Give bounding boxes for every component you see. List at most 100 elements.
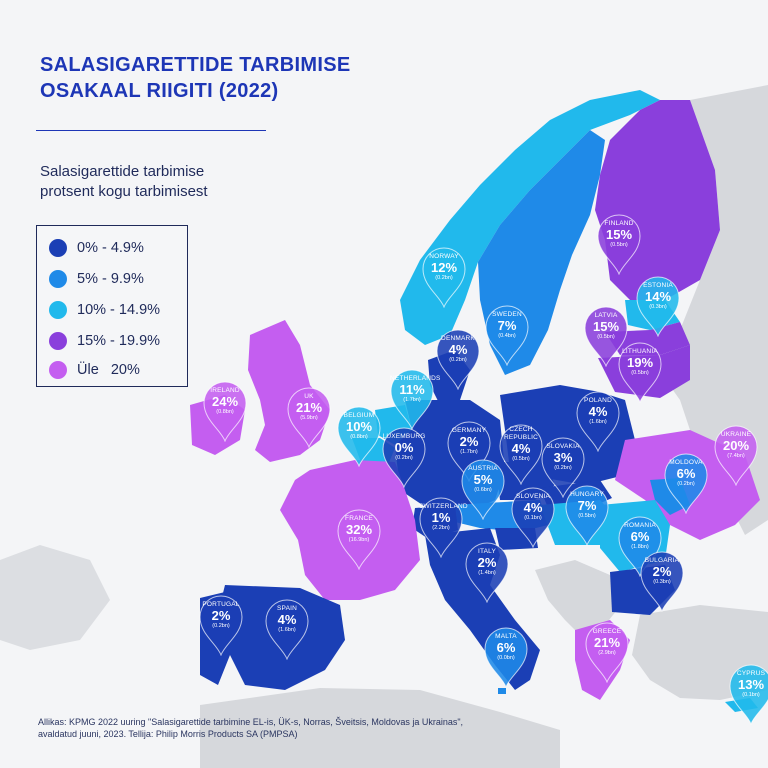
map-pin-icon: [541, 437, 585, 498]
country-value: 24%: [211, 394, 239, 409]
country-marker: IRELAND 24% (0.8bn): [202, 380, 248, 442]
country-name: FRANCE: [345, 515, 373, 522]
source-line-2: avaldatud juuni, 2023. Tellija: Philip M…: [38, 729, 298, 739]
country-volume: (16.9bn): [348, 537, 370, 543]
country-name: BELGIUM: [343, 412, 375, 419]
country-volume: (0.0bn): [497, 655, 515, 661]
country-name: SWITZERLAND: [419, 503, 468, 510]
country-value: 5%: [473, 472, 493, 487]
map-title-line-1: SALASIGARETTIDE TARBIMISE: [40, 54, 351, 76]
map-pin-icon: [382, 427, 426, 488]
country-volume: (0.6bn): [474, 487, 492, 493]
map-pin-icon: [576, 391, 620, 452]
country-volume: (0.5bn): [610, 242, 628, 248]
map-pin-icon: [618, 342, 662, 403]
country-marker: ESTONIA 14% (0.3bn): [635, 275, 681, 337]
legend-label: Üle 20%: [77, 362, 140, 378]
country-marker: ROMANIA 6% (1.8bn): [617, 515, 663, 577]
country-value: 20%: [722, 438, 750, 453]
country-volume: (0.2bn): [435, 275, 453, 281]
country-value: 15%: [592, 319, 620, 334]
country-name: NETHERLANDS: [390, 375, 441, 382]
country-marker: ITALY 2% (1.4bn): [464, 541, 510, 603]
country-volume: (7.4bn): [727, 453, 745, 459]
map-pin-icon: [584, 306, 628, 367]
country-value: 11%: [399, 382, 425, 397]
country-value: 14%: [644, 289, 672, 304]
map-pin-icon: [618, 516, 662, 577]
map-title: SALASIGARETTIDE TARBIMISE OSAKAAL RIIGIT…: [40, 52, 460, 104]
legend-item: 10% - 14.9%: [49, 298, 160, 322]
legend-item: 0% - 4.9%: [49, 236, 144, 260]
country-marker: DENMARK 4% (0.2bn): [435, 328, 481, 390]
country-marker: GREECE 21% (2.9bn): [584, 621, 630, 683]
country-name: BULGARIA: [644, 557, 680, 564]
country-name: GERMANY: [451, 427, 487, 434]
legend: 0% - 4.9% 5% - 9.9% 10% - 14.9% 15% - 19…: [36, 225, 188, 387]
country-volume: (0.4bn): [498, 333, 516, 339]
country-value: 7%: [497, 318, 517, 333]
source-note: Allikas: KPMG 2022 uuring "Salasigaretti…: [38, 716, 508, 740]
country-volume: (0.8bn): [350, 434, 368, 440]
country-volume: (2.2bn): [432, 525, 450, 531]
map-pin-icon: [436, 329, 480, 390]
country-name: SPAIN: [276, 605, 298, 612]
country-marker: UK 21% (5.9bn): [286, 386, 332, 448]
country-marker: PORTUGAL 2% (0.2bn): [198, 594, 244, 656]
legend-item: 15% - 19.9%: [49, 329, 160, 353]
country-volume: (0.1bn): [524, 515, 542, 521]
country-value: 2%: [459, 434, 479, 449]
source-line-1: Allikas: KPMG 2022 uuring "Salasigaretti…: [38, 717, 464, 727]
country-value: 4%: [523, 500, 543, 515]
map-pin-icon: [447, 421, 491, 482]
map-pin-icon: [714, 425, 758, 486]
country-volume: (1.8bn): [631, 544, 649, 550]
map-pin-icon: [265, 599, 309, 660]
map-pin-icon: [199, 595, 243, 656]
country-volume: (0.5bn): [631, 370, 649, 376]
country-volume: (0.5bn): [512, 456, 530, 462]
map-title-line-2: OSAKAAL RIIGITI (2022): [40, 80, 279, 102]
map-pin-icon: [461, 459, 505, 520]
country-name: HUNGARY: [570, 491, 604, 498]
russia-land: [660, 85, 768, 535]
country-volume: (0.2bn): [554, 465, 572, 471]
norway-shape: [400, 90, 660, 345]
country-value: 6%: [496, 640, 516, 655]
country-value: 32%: [345, 522, 373, 537]
map-subtitle-line-1: Salasigarettide tarbimise: [40, 163, 205, 180]
legend-label: 5% - 9.9%: [77, 271, 144, 287]
country-marker: NORWAY 12% (0.2bn): [421, 246, 467, 308]
country-value: 1%: [431, 510, 451, 525]
legend-swatch: [49, 301, 67, 319]
map-pin-icon: [337, 509, 381, 570]
map-pin-icon: [511, 487, 555, 548]
map-pin-icon: [640, 551, 684, 612]
country-volume: (2.9bn): [598, 650, 616, 656]
country-value: 12%: [430, 260, 458, 275]
country-value: 4%: [588, 404, 608, 419]
country-name: PORTUGAL: [202, 601, 240, 608]
country-name: NORWAY: [429, 253, 459, 260]
north-africa-land: [200, 688, 560, 768]
country-marker: MOLDOVA 6% (0.2bn): [663, 452, 709, 514]
country-value: 2%: [652, 564, 672, 579]
country-volume: (5.9bn): [300, 415, 318, 421]
country-value: 13%: [737, 677, 765, 692]
country-marker: CYPRUS 13% (0.1bn): [728, 663, 768, 725]
map-subtitle-line-2: protsent kogu tarbimisest: [40, 183, 208, 200]
country-name: CYPRUS: [736, 670, 766, 677]
map-pin-icon: [664, 453, 708, 514]
latvia-shape: [605, 322, 690, 355]
country-marker: CZECH REPUBLIC 4% (0.5bn): [498, 423, 544, 485]
country-name: LITHUANIA: [622, 348, 658, 355]
map-pin-icon: [636, 276, 680, 337]
country-marker: LATVIA 15% (0.5bn): [583, 305, 629, 367]
country-marker: SWEDEN 7% (0.4bn): [484, 304, 530, 366]
country-marker: AUSTRIA 5% (0.6bn): [460, 458, 506, 520]
country-marker: LUXEMBURG 0% (0.2bn): [381, 426, 427, 488]
map-pin-icon: [585, 622, 629, 683]
map-pin-icon: [597, 214, 641, 275]
country-marker: SPAIN 4% (1.6bn): [264, 598, 310, 660]
